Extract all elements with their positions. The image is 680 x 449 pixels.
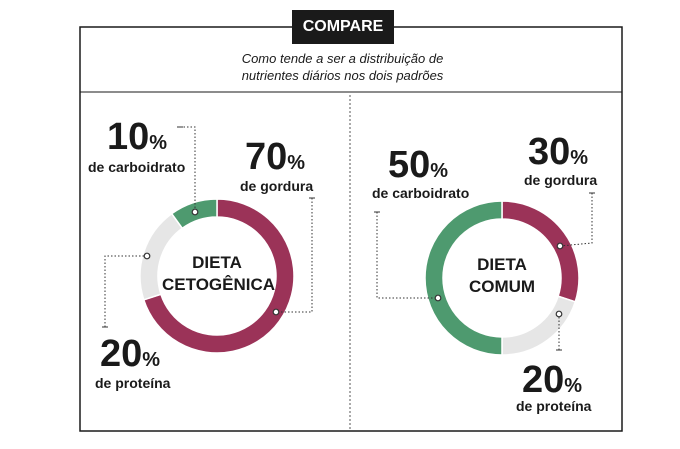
donut-title: DIETA CETOGÊNICA [162, 253, 276, 294]
leader-line [559, 193, 593, 247]
leader-dot [556, 242, 564, 250]
category-label: de gordura [240, 178, 313, 194]
category-label: de proteína [516, 398, 592, 414]
leader-line [104, 255, 147, 327]
category-label: de gordura [524, 172, 597, 188]
donut-segment [142, 198, 295, 354]
donut-segment [501, 295, 577, 356]
value-label: 10% [107, 116, 167, 158]
leader-line [180, 126, 196, 212]
category-label: de carboidrato [88, 159, 185, 175]
donut-title: DIETA COMUM [468, 255, 536, 296]
category-label: de carboidrato [372, 185, 469, 201]
badge: COMPARE [292, 10, 394, 44]
leader-line [276, 198, 313, 313]
leader-dot [143, 252, 151, 260]
value-label: 20% [100, 333, 160, 375]
leader-dot [272, 308, 280, 316]
value-label: 70% [245, 136, 305, 178]
subtitle: Como tende a ser a distribuição de nutri… [241, 51, 444, 83]
value-label: 20% [522, 359, 582, 401]
leader-dot [555, 310, 563, 318]
leader-dot [191, 208, 199, 216]
leader-dot [434, 294, 442, 302]
value-label: 30% [528, 131, 588, 173]
donut-segment [424, 200, 503, 356]
value-label: 50% [388, 144, 448, 186]
category-label: de proteína [95, 375, 171, 391]
leader-line [376, 212, 438, 299]
